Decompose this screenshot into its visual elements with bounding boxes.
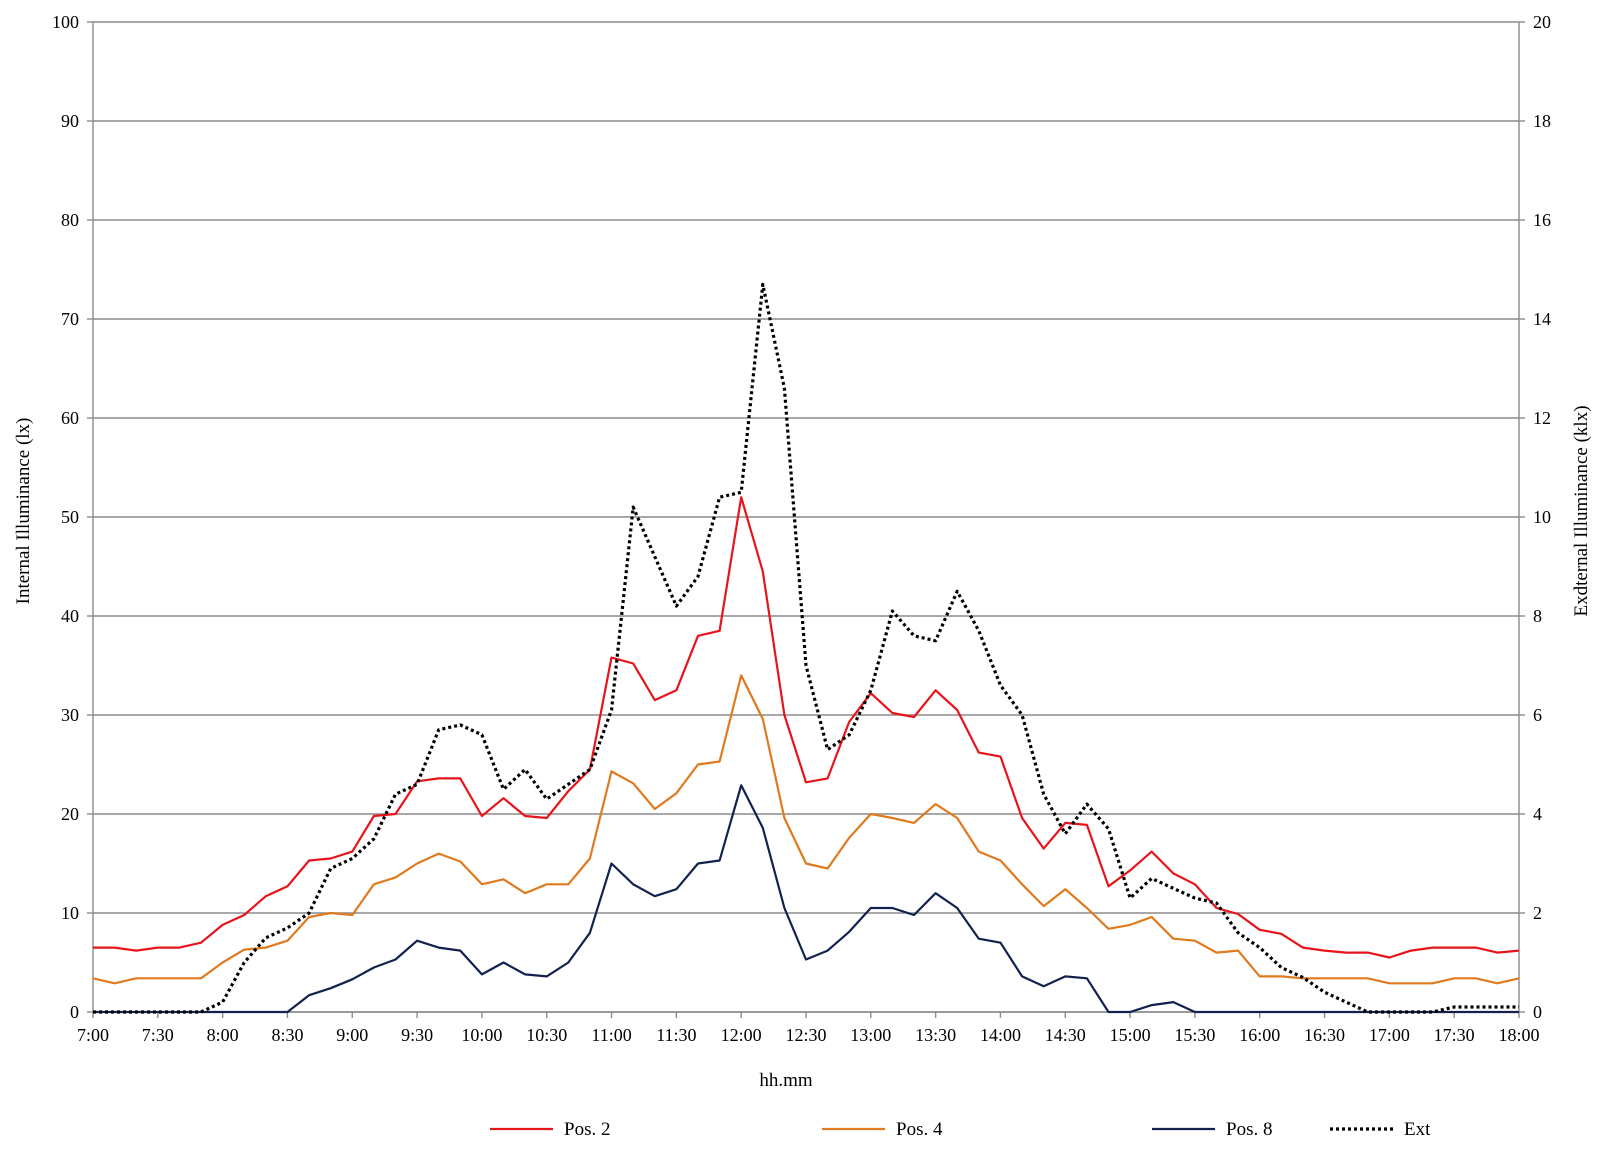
x-tick-label: 11:30 [656, 1025, 696, 1045]
legend-label: Ext [1404, 1119, 1431, 1140]
y-tick-label-left: 20 [61, 804, 79, 824]
y-tick-label-left: 70 [61, 309, 79, 329]
y-tick-label-left: 30 [61, 705, 79, 725]
y-tick-label-right: 18 [1533, 111, 1551, 131]
x-tick-label: 17:00 [1369, 1025, 1410, 1045]
x-tick-label: 12:00 [721, 1025, 762, 1045]
legend-label: Pos. 4 [896, 1119, 943, 1140]
y-tick-label-left: 60 [61, 408, 79, 428]
x-tick-label: 16:00 [1239, 1025, 1280, 1045]
x-tick-label: 9:00 [336, 1025, 368, 1045]
y-tick-label-left: 40 [61, 606, 79, 626]
x-tick-label: 7:30 [142, 1025, 174, 1045]
x-tick-label: 13:00 [850, 1025, 891, 1045]
y-tick-label-right: 4 [1533, 804, 1542, 824]
x-tick-label: 7:00 [77, 1025, 109, 1045]
x-tick-label: 16:30 [1304, 1025, 1345, 1045]
y-tick-label-right: 6 [1533, 705, 1542, 725]
x-tick-label: 9:30 [401, 1025, 433, 1045]
legend-label: Pos. 2 [564, 1119, 610, 1140]
y-tick-label-right: 10 [1533, 507, 1551, 527]
x-tick-label: 12:30 [785, 1025, 826, 1045]
series-line-ext [93, 282, 1519, 1014]
y-tick-label-right: 8 [1533, 606, 1542, 626]
x-tick-label: 14:30 [1045, 1025, 1086, 1045]
x-tick-label: 17:30 [1434, 1025, 1475, 1045]
x-axis-title: hh.mm [759, 1070, 813, 1091]
y-tick-label-right: 20 [1533, 12, 1551, 32]
y-axis-title-left: Internal Illuminance (lx) [13, 418, 34, 605]
y-tick-label-right: 14 [1533, 309, 1551, 329]
x-tick-label: 18:00 [1498, 1025, 1539, 1045]
x-tick-label: 8:00 [207, 1025, 239, 1045]
y-tick-label-right: 12 [1533, 408, 1551, 428]
y-tick-label-right: 2 [1533, 903, 1542, 923]
tick-labels: 0 0 10 2 20 4 30 6 40 8 50 10 60 12 70 14 80 16 90 18 100 20 7… [52, 12, 1551, 1045]
legend: Pos. 2 Pos. 4 Pos. 8 Ext [490, 1119, 1431, 1140]
x-tick-label: 8:30 [271, 1025, 303, 1045]
series-line-pos-2 [93, 496, 1520, 959]
x-tick-label: 15:00 [1110, 1025, 1151, 1045]
series-line-pos-8 [93, 784, 1519, 1014]
y-tick-label-left: 100 [52, 12, 79, 32]
x-tick-label: 11:00 [591, 1025, 631, 1045]
x-tick-label: 13:30 [915, 1025, 956, 1045]
y-tick-label-left: 0 [70, 1002, 79, 1022]
y-tick-label-right: 16 [1533, 210, 1551, 230]
y-axis-title-right: Exdternal Illuminance (klx) [1571, 405, 1592, 616]
y-tick-label-left: 90 [61, 111, 79, 131]
legend-label: Pos. 8 [1226, 1119, 1272, 1140]
series-lines [92, 282, 1520, 1014]
x-tick-label: 15:30 [1174, 1025, 1215, 1045]
y-tick-label-left: 80 [61, 210, 79, 230]
x-tick-label: 10:30 [526, 1025, 567, 1045]
y-tick-label-left: 50 [61, 507, 79, 527]
x-tick-label: 10:00 [461, 1025, 502, 1045]
y-tick-label-right: 0 [1533, 1002, 1542, 1022]
y-tick-label-left: 10 [61, 903, 79, 923]
series-line-pos-4 [92, 674, 1520, 985]
x-tick-label: 14:00 [980, 1025, 1021, 1045]
